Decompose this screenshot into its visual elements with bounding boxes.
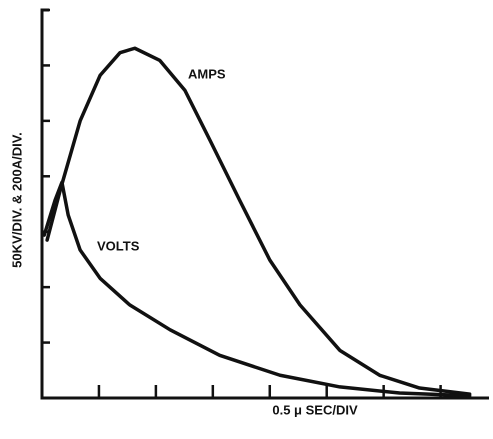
curve: [45, 46, 472, 396]
axes: [40, 8, 489, 400]
y-axis-label: 50KV/DIV. & 200A/DIV.: [9, 132, 24, 268]
series-label: AMPS: [188, 66, 226, 81]
series-label: VOLTS: [97, 238, 140, 253]
curve: [42, 180, 472, 398]
x-axis-label: 0.5 μ SEC/DIV: [272, 402, 358, 417]
